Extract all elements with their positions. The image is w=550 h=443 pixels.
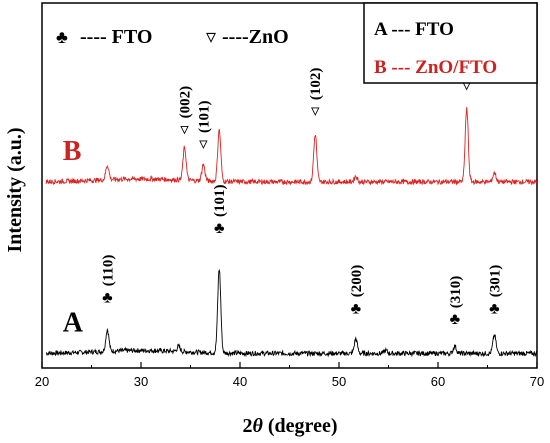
peak-symbol: ♣ xyxy=(102,289,113,306)
peak-symbol: ♣ xyxy=(489,300,500,317)
legend: A --- FTO B --- ZnO/FTO xyxy=(363,2,538,84)
y-axis-label: Intensity (a.u.) xyxy=(4,127,26,252)
peak-index-label: (002) xyxy=(178,86,194,119)
peak-symbol: ♣ xyxy=(450,311,461,328)
peak-index-label: (301) xyxy=(487,265,503,298)
legend-entry-a: A --- FTO xyxy=(374,19,454,40)
zno-symbol: ▿ xyxy=(206,26,216,48)
symbol-key: ♣ ---- FTO ▿ ----ZnO xyxy=(56,26,289,48)
legend-box xyxy=(363,2,538,84)
peak-annotation: ▿(102) xyxy=(308,68,324,121)
x-tick-labels: 20 30 40 50 60 70 xyxy=(35,374,544,389)
peak-annotations: ♣(110)♣(101)♣(200)♣(310)♣(301)▿(002)▿(10… xyxy=(100,42,503,328)
fto-symbol: ♣ xyxy=(56,27,68,47)
x-tick-label: 60 xyxy=(431,374,445,389)
peak-index-label: (310) xyxy=(448,276,464,309)
series-label-a: A xyxy=(63,308,84,339)
peak-annotation: ♣ (200) xyxy=(349,265,365,318)
zno-key-text: ----ZnO xyxy=(222,26,289,48)
peak-annotation: ♣ (310) xyxy=(448,276,464,329)
series-line-a xyxy=(45,268,538,358)
peak-index-label: (110) xyxy=(100,255,116,287)
x-tick-label: 70 xyxy=(530,374,544,389)
x-tick-label: 50 xyxy=(332,374,346,389)
peak-annotation: ♣ (301) xyxy=(487,265,503,318)
series-line-b xyxy=(45,106,538,186)
x-tick-label: 20 xyxy=(35,374,49,389)
peak-annotation: ♣ (110) xyxy=(100,255,116,307)
peak-symbol: ▿ xyxy=(462,76,471,95)
series-labels: BA xyxy=(63,136,84,339)
peak-symbol: ♣ xyxy=(214,220,225,237)
series-lines xyxy=(45,106,538,358)
fto-key-text: ---- FTO xyxy=(80,26,152,48)
peak-index-label: (101) xyxy=(212,184,228,217)
peak-annotation: ▿(002) xyxy=(178,86,194,138)
peak-symbol: ♣ xyxy=(351,300,362,317)
x-ticks xyxy=(41,362,538,368)
series-label-b: B xyxy=(63,136,82,167)
peak-annotation: ▿(101) xyxy=(196,101,212,154)
peak-index-label: (200) xyxy=(349,265,365,298)
peak-annotation: ♣ (101) xyxy=(212,184,228,237)
x-tick-label: 40 xyxy=(233,374,247,389)
peak-symbol: ▿ xyxy=(311,101,320,120)
peak-index-label: (101) xyxy=(196,101,212,134)
peak-symbol: ▿ xyxy=(199,134,208,153)
peak-index-label: (102) xyxy=(308,68,324,101)
legend-entry-b: B --- ZnO/FTO xyxy=(374,57,497,78)
x-axis-label-prefix: 2 xyxy=(243,415,253,437)
x-tick-label: 30 xyxy=(134,374,148,389)
x-axis-label-symbol: θ xyxy=(253,415,264,437)
peak-symbol: ▿ xyxy=(180,119,189,138)
x-axis-label: 2θ (degree) xyxy=(243,415,338,437)
x-axis-label-suffix: (degree) xyxy=(263,415,338,437)
